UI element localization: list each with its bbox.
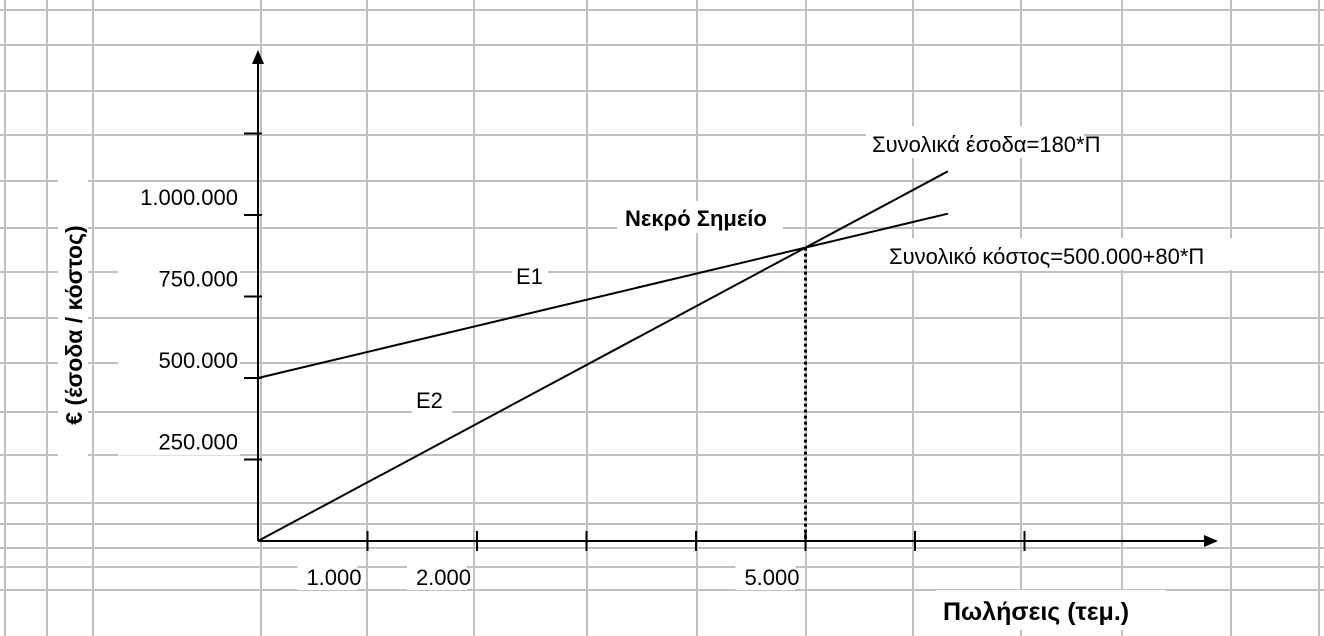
y-tick-label: 750.000 (158, 267, 238, 292)
x-axis-title: Πωλήσεις (τεμ.) (943, 598, 1129, 626)
break-even-label-bg (617, 201, 783, 233)
x-tick-label: 2.000 (416, 565, 471, 590)
y-tick-label-bg (118, 427, 240, 456)
cost-line (257, 212, 949, 379)
e1-label-bg (512, 260, 548, 290)
cost-label-bg (884, 238, 1262, 270)
break-even-label: Νεκρό Σημείο (625, 206, 767, 231)
y-axis-arrow (252, 50, 264, 64)
y-ticks: 250.000 500.000 750.000 1.000.000 (118, 132, 262, 461)
x-tick-label-bg (407, 562, 467, 590)
x-tick-label-bg (297, 562, 358, 590)
e1-label: E1 (516, 264, 543, 289)
y-tick-label: 250.000 (158, 430, 238, 455)
x-tick-label: 1.000 (306, 565, 361, 590)
revenue-series-label: Συνολικά έσοδα=180*Π (872, 132, 1101, 157)
revenue-line (257, 170, 949, 542)
y-axis-title-bg (58, 180, 88, 470)
e2-label-bg (412, 384, 452, 414)
cost-series-label: Συνολικό κόστος=500.000+80*Π (889, 244, 1204, 269)
x-tick-label-bg (735, 562, 796, 590)
y-tick-label: 500.000 (158, 348, 238, 373)
y-tick-label: 1.000.000 (140, 185, 238, 210)
axes (252, 50, 1218, 547)
x-tick-label: 5.000 (744, 565, 799, 590)
series-lines (257, 170, 949, 542)
x-ticks: 1.000 2.000 5.000 (297, 531, 1026, 590)
x-axis-title-bg (936, 590, 1166, 630)
y-tick-label-bg (118, 183, 240, 211)
revenue-label-bg (866, 126, 1084, 158)
y-tick-label-bg (118, 346, 240, 374)
e2-label: E2 (416, 388, 443, 413)
x-axis-arrow (1204, 535, 1218, 547)
y-axis-title: € (έσοδα / κόστος) (61, 225, 87, 424)
y-tick-label-bg (118, 264, 240, 293)
